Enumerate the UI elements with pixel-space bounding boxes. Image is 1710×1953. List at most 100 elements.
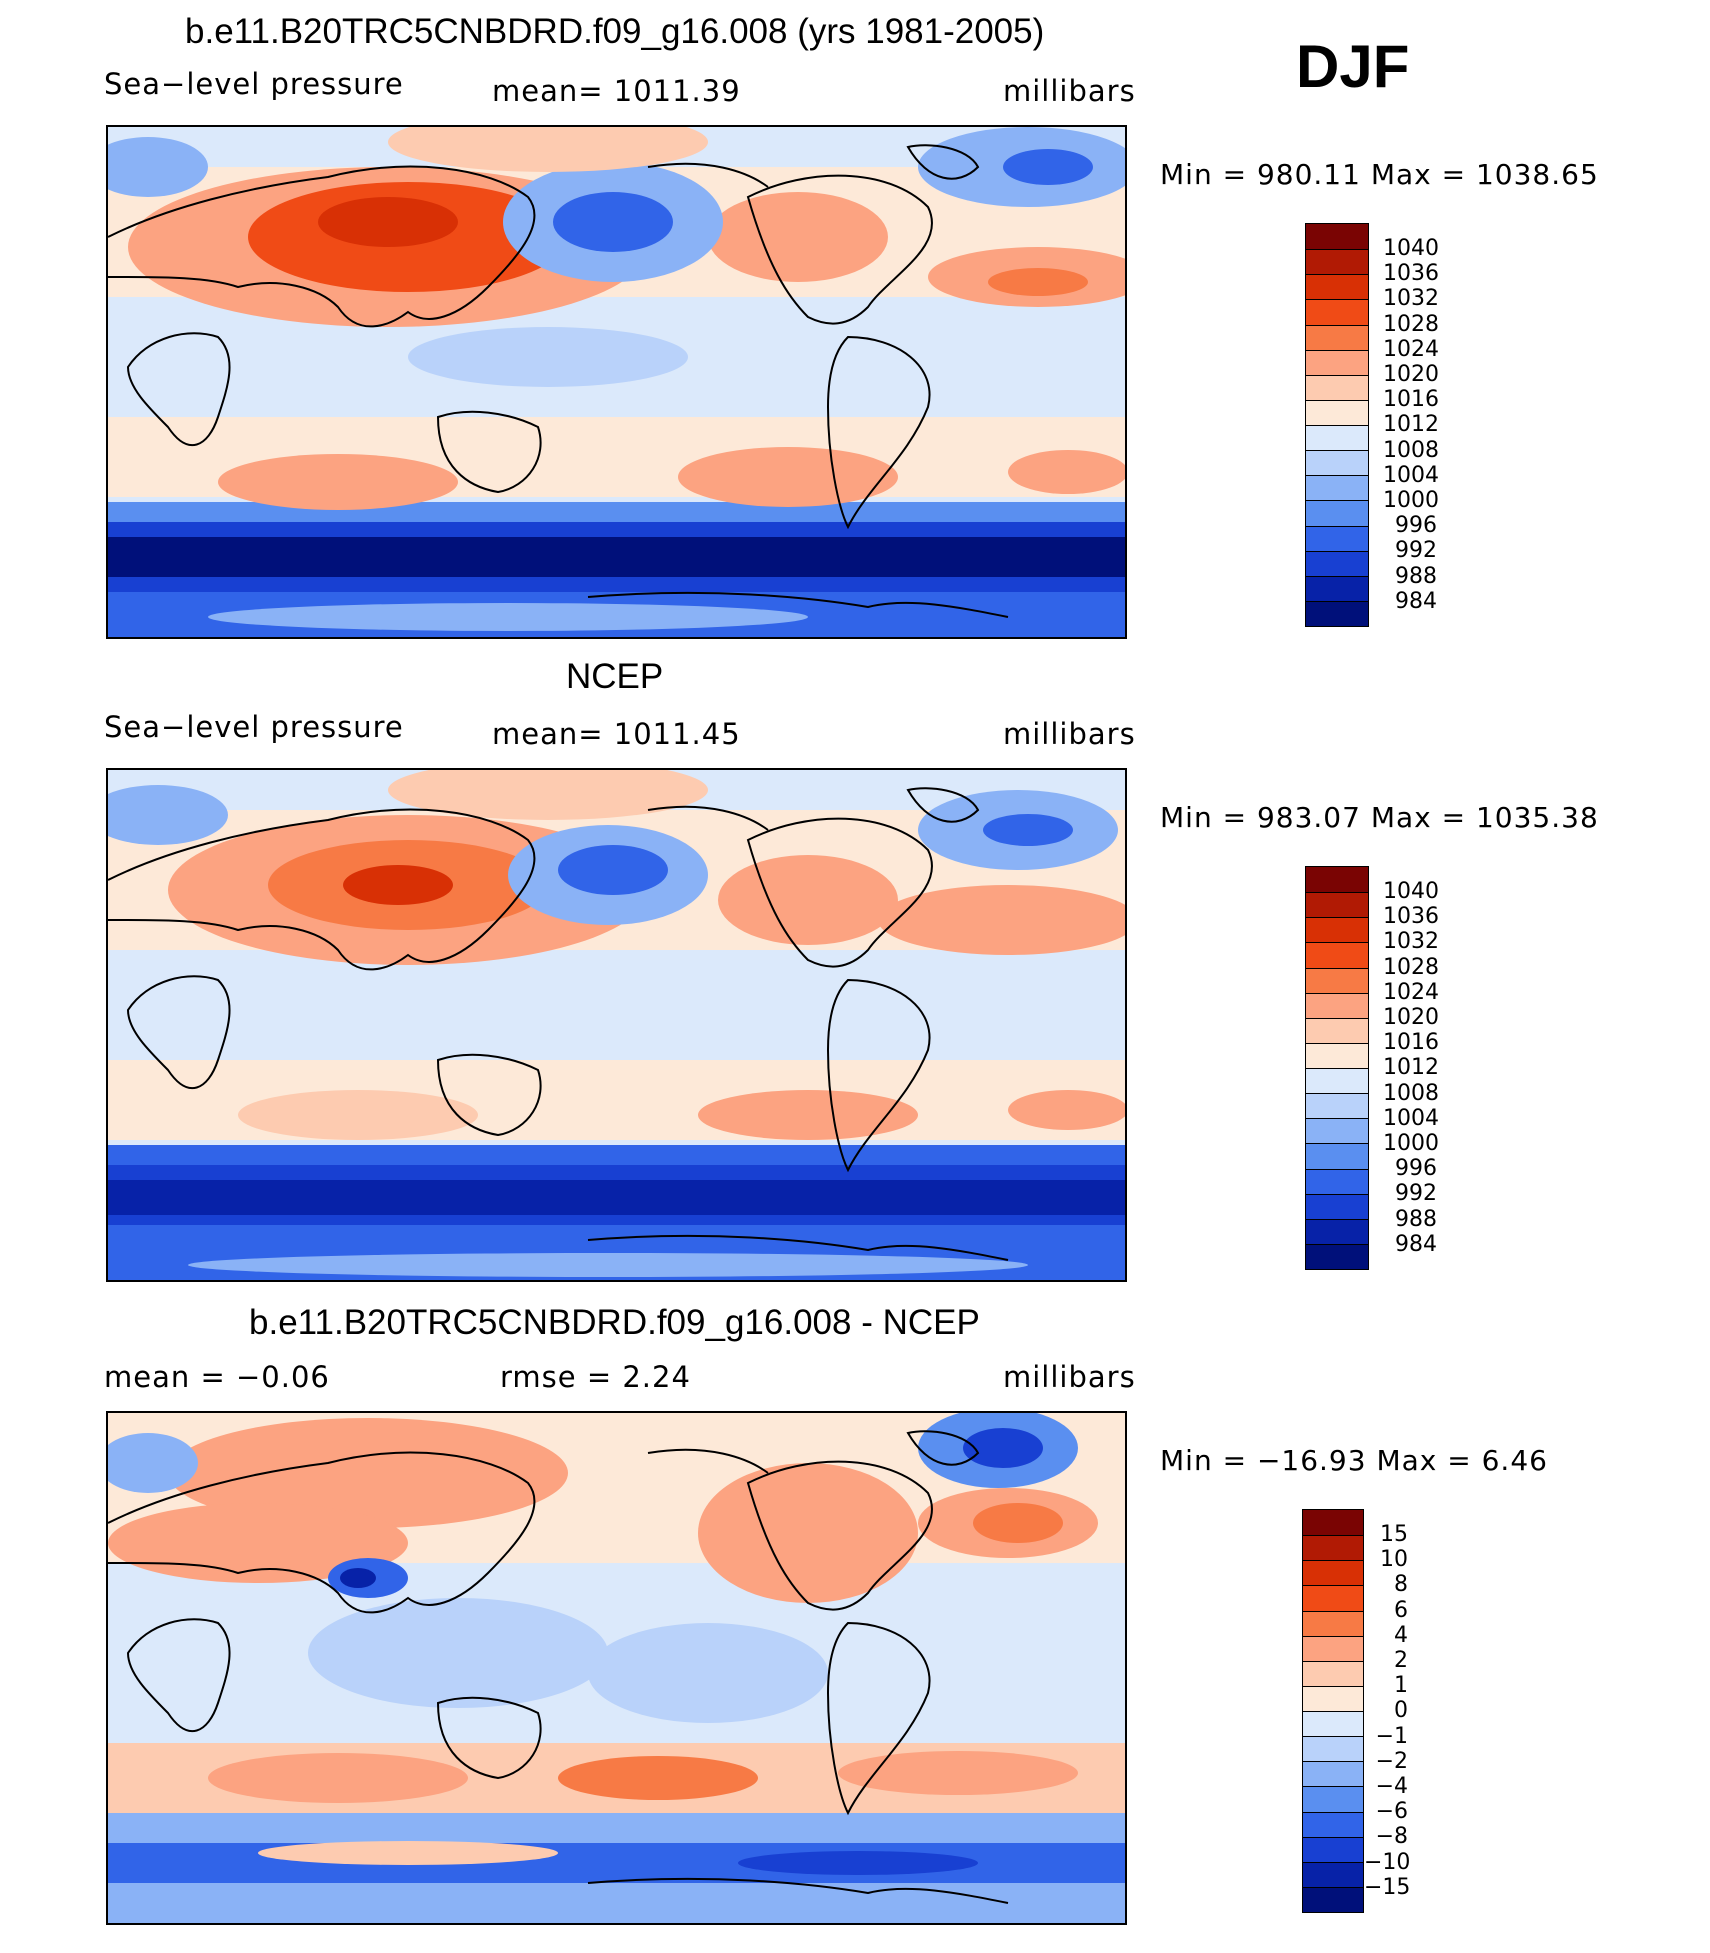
colorbar-swatch bbox=[1306, 1042, 1368, 1068]
colorbar-tick-label: 1032 bbox=[1383, 929, 1439, 955]
panel-3-rmse-label: rmse = 2.24 bbox=[500, 1360, 691, 1394]
panel-1-colorbar-swatches bbox=[1305, 223, 1369, 627]
colorbar-tick-label: 1032 bbox=[1383, 286, 1439, 312]
colorbar-tick-label: 1004 bbox=[1383, 1105, 1439, 1131]
panel-2-mean-label: mean= 1011.45 bbox=[492, 717, 741, 751]
colorbar-swatch bbox=[1306, 942, 1368, 968]
colorbar-tick-label: 1008 bbox=[1383, 1080, 1439, 1106]
colorbar-tick-label: 0 bbox=[1394, 1698, 1408, 1724]
colorbar-tick-label: 8 bbox=[1394, 1572, 1408, 1598]
colorbar-swatch bbox=[1303, 1585, 1363, 1611]
colorbar-swatch bbox=[1306, 1093, 1368, 1119]
colorbar-swatch bbox=[1303, 1886, 1363, 1912]
colorbar-swatch bbox=[1306, 450, 1368, 476]
colorbar-swatch bbox=[1306, 867, 1368, 893]
colorbar-swatch bbox=[1306, 249, 1368, 275]
colorbar-swatch bbox=[1303, 1510, 1363, 1536]
colorbar-tick-label: 1 bbox=[1394, 1673, 1408, 1699]
colorbar-swatch bbox=[1306, 1168, 1368, 1194]
panel-3-units-label: millibars bbox=[1003, 1360, 1136, 1394]
colorbar-tick-label: 992 bbox=[1395, 1181, 1437, 1207]
panel-1-map bbox=[106, 125, 1127, 639]
colorbar-tick-label: 988 bbox=[1395, 563, 1437, 589]
colorbar-swatch bbox=[1303, 1660, 1363, 1686]
colorbar-swatch bbox=[1303, 1560, 1363, 1586]
colorbar-tick-label: 2 bbox=[1394, 1648, 1408, 1674]
colorbar-tick-label: 988 bbox=[1395, 1206, 1437, 1232]
colorbar-swatch bbox=[1306, 1017, 1368, 1043]
colorbar-tick-label: 1020 bbox=[1383, 362, 1439, 388]
colorbar-swatch bbox=[1303, 1610, 1363, 1636]
colorbar-swatch bbox=[1306, 1118, 1368, 1144]
colorbar-tick-label: 1004 bbox=[1383, 462, 1439, 488]
colorbar-swatch bbox=[1306, 600, 1368, 626]
colorbar-tick-label: 1036 bbox=[1383, 261, 1439, 287]
colorbar-tick-label: 1028 bbox=[1383, 954, 1439, 980]
colorbar-tick-label: 1016 bbox=[1383, 1030, 1439, 1056]
colorbar-swatch bbox=[1306, 1193, 1368, 1219]
colorbar-swatch bbox=[1303, 1685, 1363, 1711]
colorbar-tick-label: 1028 bbox=[1383, 311, 1439, 337]
colorbar-swatch bbox=[1306, 1068, 1368, 1094]
colorbar-tick-label: −6 bbox=[1375, 1799, 1408, 1825]
colorbar-swatch bbox=[1306, 500, 1368, 526]
colorbar-swatch bbox=[1306, 892, 1368, 918]
colorbar-tick-label: 15 bbox=[1380, 1522, 1408, 1547]
colorbar-tick-label: 6 bbox=[1394, 1597, 1408, 1623]
panel-2-title: NCEP bbox=[566, 657, 664, 696]
colorbar-swatch bbox=[1306, 374, 1368, 400]
panel-1-colorbar-labels: 1040 1036 1032 1028 1024 1020 1016 1012 1008 1004… bbox=[1383, 236, 1439, 614]
colorbar-tick-label: −15 bbox=[1364, 1874, 1411, 1900]
panel-2-map bbox=[106, 768, 1127, 1282]
colorbar-swatch bbox=[1303, 1861, 1363, 1887]
colorbar-swatch bbox=[1306, 324, 1368, 350]
colorbar-swatch bbox=[1303, 1635, 1363, 1661]
colorbar-swatch bbox=[1303, 1535, 1363, 1561]
colorbar-tick-label: 992 bbox=[1395, 538, 1437, 564]
colorbar-tick-label: 1008 bbox=[1383, 437, 1439, 463]
colorbar-swatch bbox=[1306, 1218, 1368, 1244]
panel-3-colorbar-labels: 15 10 8 6 4 2 1 0 −1 −2 −4 −6 −8 −10 −15 bbox=[1364, 1522, 1411, 1900]
colorbar-tick-label: −8 bbox=[1375, 1824, 1408, 1850]
colorbar-swatch bbox=[1303, 1736, 1363, 1762]
colorbar-swatch bbox=[1306, 1143, 1368, 1169]
colorbar-swatch bbox=[1306, 274, 1368, 300]
colorbar-swatch bbox=[1303, 1761, 1363, 1787]
colorbar-swatch bbox=[1303, 1811, 1363, 1837]
colorbar-tick-label: 1012 bbox=[1383, 1055, 1439, 1081]
colorbar-swatch bbox=[1303, 1786, 1363, 1812]
colorbar-swatch bbox=[1306, 1243, 1368, 1269]
colorbar-tick-label: 1024 bbox=[1383, 979, 1439, 1005]
colorbar-tick-label: −10 bbox=[1364, 1849, 1411, 1875]
colorbar-tick-label: 984 bbox=[1395, 588, 1437, 614]
colorbar-swatch bbox=[1306, 349, 1368, 375]
colorbar-tick-label: 1000 bbox=[1383, 1131, 1439, 1157]
colorbar-tick-label: −1 bbox=[1375, 1723, 1408, 1749]
colorbar-swatch bbox=[1306, 525, 1368, 551]
colorbar-swatch bbox=[1306, 299, 1368, 325]
panel-2-variable-label: Sea−level pressure bbox=[104, 710, 404, 744]
panel-2-units-label: millibars bbox=[1003, 717, 1136, 751]
colorbar-tick-label: 1036 bbox=[1383, 904, 1439, 930]
panel-2-minmax: Min = 983.07 Max = 1035.38 bbox=[1160, 801, 1599, 834]
panel-3-minmax: Min = −16.93 Max = 6.46 bbox=[1160, 1444, 1548, 1477]
colorbar-swatch bbox=[1303, 1836, 1363, 1862]
colorbar-swatch bbox=[1306, 917, 1368, 943]
colorbar-swatch bbox=[1306, 992, 1368, 1018]
colorbar-tick-label: 984 bbox=[1395, 1231, 1437, 1257]
panel-3-map bbox=[106, 1411, 1127, 1925]
colorbar-tick-label: 1040 bbox=[1383, 236, 1439, 261]
colorbar-swatch bbox=[1306, 224, 1368, 250]
panel-3-title: b.e11.B20TRC5CNBDRD.f09_g16.008 - NCEP bbox=[249, 1303, 980, 1342]
panel-2-colorbar-swatches bbox=[1305, 866, 1369, 1270]
colorbar-swatch bbox=[1303, 1711, 1363, 1737]
colorbar-tick-label: 996 bbox=[1395, 513, 1437, 539]
colorbar-tick-label: 1024 bbox=[1383, 336, 1439, 362]
colorbar-tick-label: 4 bbox=[1394, 1622, 1408, 1648]
colorbar-swatch bbox=[1306, 550, 1368, 576]
colorbar-swatch bbox=[1306, 425, 1368, 451]
colorbar-tick-label: 1020 bbox=[1383, 1005, 1439, 1031]
season-label: DJF bbox=[1296, 33, 1410, 100]
panel-1-minmax: Min = 980.11 Max = 1038.65 bbox=[1160, 158, 1599, 191]
colorbar-tick-label: −2 bbox=[1375, 1748, 1408, 1774]
